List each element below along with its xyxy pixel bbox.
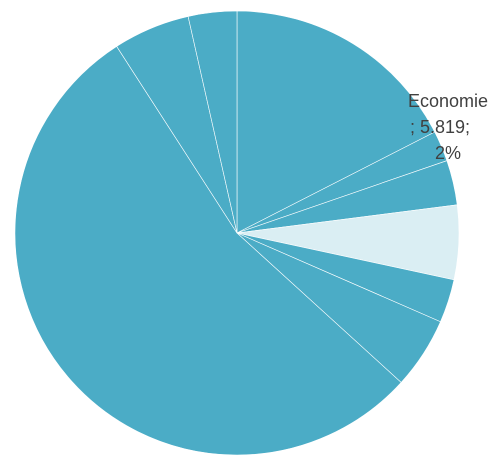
pie-slices	[14, 10, 460, 456]
pie-slice-0	[236, 10, 436, 234]
pie-slice-8	[187, 10, 238, 234]
data-label-line-value: ; 5.819;	[410, 117, 470, 137]
data-label-economie: Economie ; 5.819; 2%	[408, 91, 488, 163]
data-label-line-percent: 2%	[435, 143, 461, 163]
data-label-line-category: Economie	[408, 91, 488, 111]
pie-slice-6	[14, 46, 402, 456]
